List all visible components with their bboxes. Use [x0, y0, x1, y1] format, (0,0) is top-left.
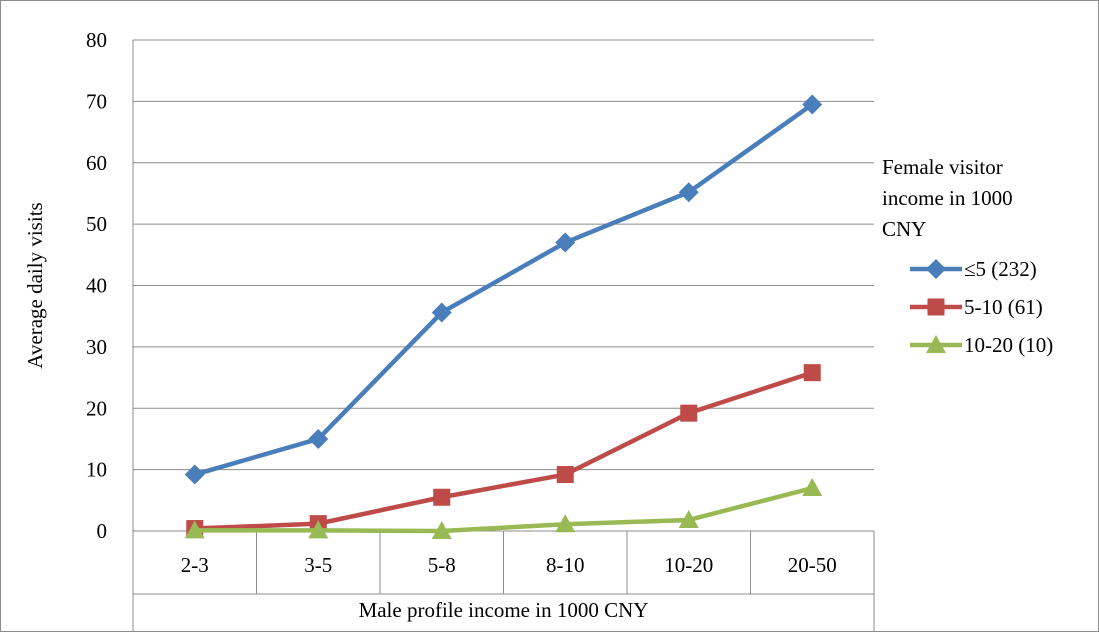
data-point — [678, 182, 699, 203]
series-group — [184, 94, 823, 539]
x-tick-labels: 2-3 3-5 5-8 8-10 10-20 20-50 — [181, 553, 837, 577]
y-tick-labels: 0 10 20 30 40 50 60 70 80 — [86, 28, 107, 543]
legend-label: 10-20 (10) — [964, 333, 1053, 357]
y-tick-label: 50 — [86, 212, 107, 236]
series-1 — [184, 94, 823, 485]
series-line — [194, 102, 814, 477]
legend-item: 5-10 (61) — [910, 295, 1043, 319]
y-axis-title: Average daily visits — [23, 202, 47, 368]
data-point — [184, 464, 205, 485]
legend-swatch-marker — [927, 298, 945, 316]
y-tick-label: 10 — [86, 458, 107, 482]
axes — [132, 40, 875, 631]
data-point — [556, 466, 574, 484]
x-tick-label: 2-3 — [181, 553, 209, 577]
y-tick-label: 20 — [86, 396, 107, 420]
data-point — [184, 520, 205, 539]
gridlines — [133, 39, 874, 471]
data-point — [555, 514, 576, 533]
data-point — [433, 488, 451, 506]
data-point — [308, 520, 329, 539]
data-point — [431, 302, 452, 323]
legend-title-line: income in 1000 — [882, 186, 1013, 210]
data-point — [555, 232, 576, 253]
data-point — [803, 364, 821, 382]
y-tick-label: 40 — [86, 274, 107, 298]
y-tick-label: 80 — [86, 28, 107, 52]
series-line — [194, 485, 813, 534]
y-tick-label: 60 — [86, 151, 107, 175]
data-point — [678, 509, 699, 528]
legend-label: 5-10 (61) — [964, 295, 1043, 319]
legend-label: ≤5 (232) — [964, 257, 1037, 281]
y-tick-label: 70 — [86, 89, 107, 113]
series-line — [194, 370, 813, 531]
x-axis-title: Male profile income in 1000 CNY — [359, 598, 649, 622]
legend-title-line: CNY — [882, 217, 926, 241]
x-tick-label: 20-50 — [788, 553, 837, 577]
x-tick-label: 3-5 — [304, 553, 332, 577]
x-tick-label: 8-10 — [546, 553, 585, 577]
legend: Female visitor income in 1000 CNY ≤5 (232) 5… — [882, 155, 1053, 357]
x-tick-label: 5-8 — [428, 553, 456, 577]
data-point — [431, 521, 452, 539]
data-point — [802, 94, 823, 115]
legend-title-line: Female visitor — [882, 155, 1003, 179]
data-point — [802, 478, 823, 497]
legend-item: 10-20 (10) — [910, 333, 1053, 357]
legend-item: ≤5 (232) — [910, 257, 1037, 281]
y-tick-label: 30 — [86, 335, 107, 359]
x-tick-label: 10-20 — [664, 553, 713, 577]
series-3 — [184, 478, 823, 539]
data-point — [680, 404, 698, 422]
legend-swatch-marker — [926, 259, 946, 279]
data-point — [308, 428, 329, 449]
legend-swatch-marker — [926, 335, 946, 353]
y-tick-label: 0 — [97, 519, 108, 543]
